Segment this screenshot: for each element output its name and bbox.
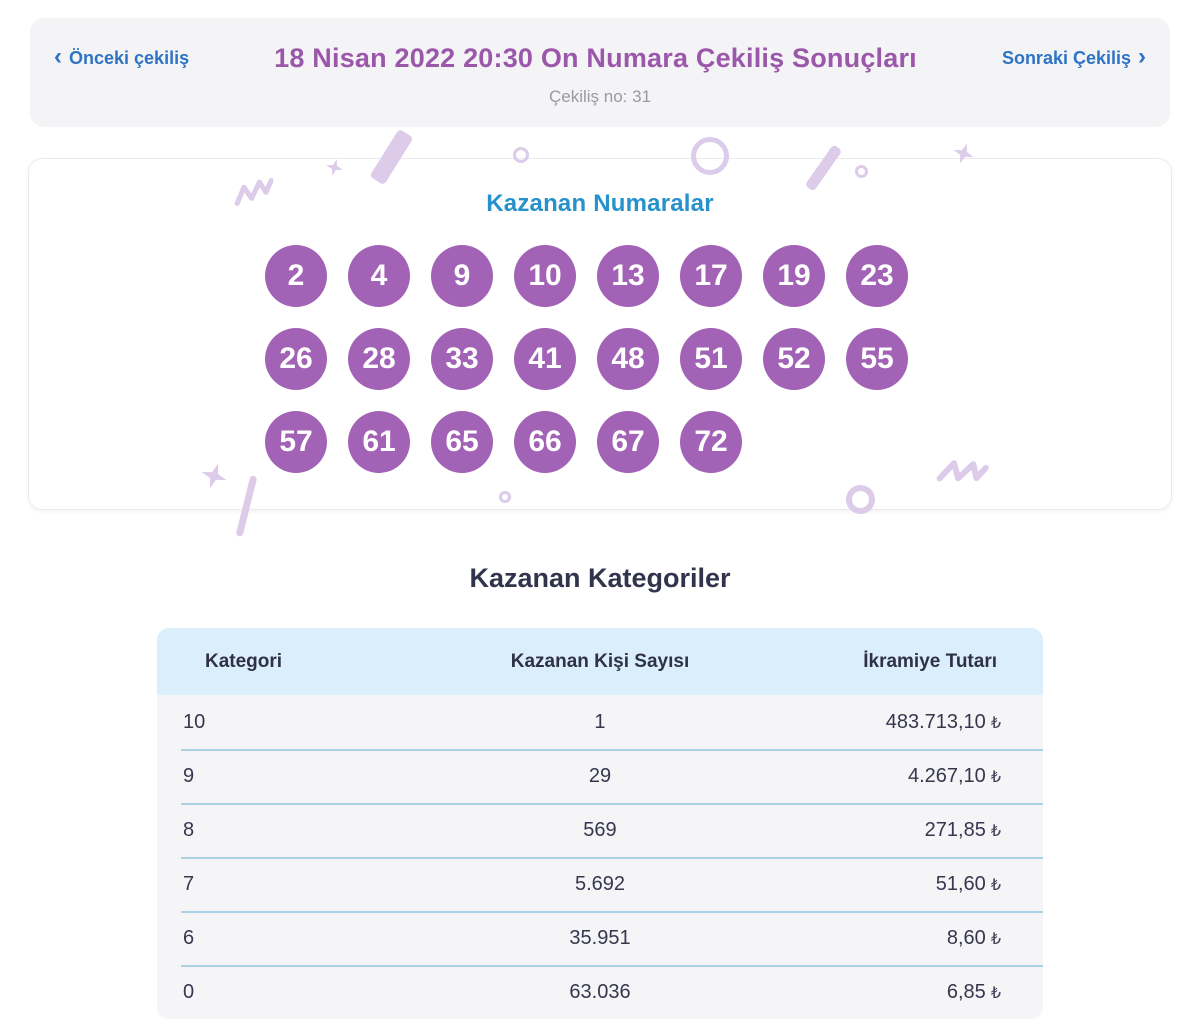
winning-number-ball: 72: [680, 411, 742, 473]
lira-sign-icon: ₺: [990, 714, 1001, 732]
winning-number-ball: 4: [348, 245, 410, 307]
winning-number-ball: 19: [763, 245, 825, 307]
winning-numbers-grid: 2 4 9 10 13 17 19 23 26 28 33 41 48 51 52 55 57 61 65 66 67 7…: [265, 245, 908, 473]
table-row: 10 1 483.713,10 ₺: [157, 695, 1043, 749]
table-row: 8 569 271,85 ₺: [157, 803, 1043, 857]
cell-kategori: 0: [183, 980, 195, 1003]
confetti-star-icon: [198, 460, 231, 493]
lira-sign-icon: ₺: [990, 984, 1001, 1002]
cell-ikramiye-tutari: 4.267,10 ₺: [748, 765, 1043, 788]
confetti-ring-icon: [841, 480, 880, 519]
winning-number-ball: 51: [680, 328, 742, 390]
winning-number-ball: 2: [265, 245, 327, 307]
winning-number-ball: 65: [431, 411, 493, 473]
cell-kategori: 6: [183, 926, 195, 949]
cell-kategori: 10: [183, 710, 206, 733]
lira-sign-icon: ₺: [990, 930, 1001, 948]
cell-ikramiye-tutari: 6,85 ₺: [748, 981, 1043, 1004]
winning-numbers-card: Kazanan Numaralar 2 4 9 10 13 17 19 23 26 28 33 41 4…: [28, 128, 1172, 537]
column-header-ikramiye-tutari: İkramiye Tutarı: [863, 650, 997, 672]
lira-sign-icon: ₺: [990, 876, 1001, 894]
confetti-bar-icon: [804, 144, 843, 192]
cell-kisi-sayisi: 29: [588, 764, 612, 787]
ball-row: 26 28 33 41 48 51 52 55: [265, 328, 908, 390]
previous-draw-label: Önceki çekiliş: [69, 47, 190, 68]
cell-kisi-sayisi: 1: [594, 710, 606, 733]
winning-number-ball: 23: [846, 245, 908, 307]
winning-number-ball: 67: [597, 411, 659, 473]
winning-number-ball: 48: [597, 328, 659, 390]
next-draw-link[interactable]: Sonraki Çekiliş ›: [994, 43, 1154, 71]
winning-number-ball: 10: [514, 245, 576, 307]
amount-value: 8,60: [946, 926, 986, 949]
amount-value: 6,85: [946, 980, 986, 1003]
table-row: 6 35.951 8,60 ₺: [157, 911, 1043, 965]
cell-kisi-sayisi: 35.951: [569, 926, 631, 949]
cell-kisi-sayisi: 5.692: [574, 872, 626, 895]
winning-number-ball: 26: [265, 328, 327, 390]
amount-value: 51,60: [935, 872, 986, 895]
amount-value: 483.713,10: [885, 710, 986, 733]
confetti-ring-icon: [855, 165, 868, 178]
winning-number-ball: 33: [431, 328, 493, 390]
categories-table: Kategori Kazanan Kişi Sayısı İkramiye Tu…: [157, 628, 1043, 1019]
confetti-star-icon: [324, 157, 345, 178]
table-header-row: Kategori Kazanan Kişi Sayısı İkramiye Tu…: [157, 628, 1043, 695]
cell-kategori: 7: [183, 872, 195, 895]
winning-number-ball: 13: [597, 245, 659, 307]
previous-draw-link[interactable]: ‹ Önceki çekiliş: [46, 43, 197, 71]
amount-value: 271,85: [924, 818, 986, 841]
cell-ikramiye-tutari: 483.713,10 ₺: [748, 711, 1043, 734]
column-header-kisi-sayisi: Kazanan Kişi Sayısı: [510, 650, 690, 672]
winning-numbers-title: Kazanan Numaralar: [486, 190, 714, 217]
cell-ikramiye-tutari: 8,60 ₺: [748, 927, 1043, 950]
table-row: 0 63.036 6,85 ₺: [157, 965, 1043, 1019]
chevron-left-icon: ‹: [54, 43, 62, 71]
table-row: 9 29 4.267,10 ₺: [157, 749, 1043, 803]
winning-number-ball: 55: [846, 328, 908, 390]
header-row: ‹ Önceki çekiliş 18 Nisan 2022 20:30 On …: [46, 42, 1154, 74]
lira-sign-icon: ₺: [990, 822, 1001, 840]
draw-number: Çekiliş no: 31: [548, 87, 652, 107]
winning-number-ball: 52: [763, 328, 825, 390]
ball-row: 2 4 9 10 13 17 19 23: [265, 245, 908, 307]
column-header-kategori: Kategori: [205, 650, 283, 672]
confetti-bar-icon: [235, 475, 258, 537]
draw-header-card: ‹ Önceki çekiliş 18 Nisan 2022 20:30 On …: [30, 18, 1170, 127]
winning-number-ball: 28: [348, 328, 410, 390]
confetti-ring-icon: [499, 491, 511, 503]
cell-kisi-sayisi: 63.036: [569, 980, 631, 1003]
winning-number-ball: 9: [431, 245, 493, 307]
confetti-bar-icon: [369, 128, 414, 186]
table-row: 7 5.692 51,60 ₺: [157, 857, 1043, 911]
winning-number-ball: 61: [348, 411, 410, 473]
winning-number-ball: 41: [514, 328, 576, 390]
chevron-right-icon: ›: [1138, 43, 1146, 71]
confetti-star-icon: [950, 140, 977, 167]
winning-number-ball: 17: [680, 245, 742, 307]
page-title: 18 Nisan 2022 20:30 On Numara Çekiliş So…: [274, 43, 917, 73]
categories-title: Kazanan Kategoriler: [469, 563, 731, 593]
next-draw-label: Sonraki Çekiliş: [1001, 47, 1131, 68]
confetti-ring-icon: [513, 147, 529, 163]
table-body: 10 1 483.713,10 ₺ 9 29 4.267,10 ₺ 8 569 271,85 ₺ 7 5.…: [157, 695, 1043, 1019]
amount-value: 4.267,10: [907, 764, 986, 787]
cell-kategori: 9: [183, 764, 195, 787]
ball-row: 57 61 65 66 67 72: [265, 411, 908, 473]
confetti-ring-icon: [691, 137, 729, 175]
cell-ikramiye-tutari: 271,85 ₺: [748, 819, 1043, 842]
cell-ikramiye-tutari: 51,60 ₺: [748, 873, 1043, 896]
winning-number-ball: 57: [265, 411, 327, 473]
cell-kisi-sayisi: 569: [583, 818, 617, 841]
winning-number-ball: 66: [514, 411, 576, 473]
cell-kategori: 8: [183, 818, 195, 841]
lira-sign-icon: ₺: [990, 768, 1001, 786]
confetti-zigzag-icon: [936, 460, 989, 482]
